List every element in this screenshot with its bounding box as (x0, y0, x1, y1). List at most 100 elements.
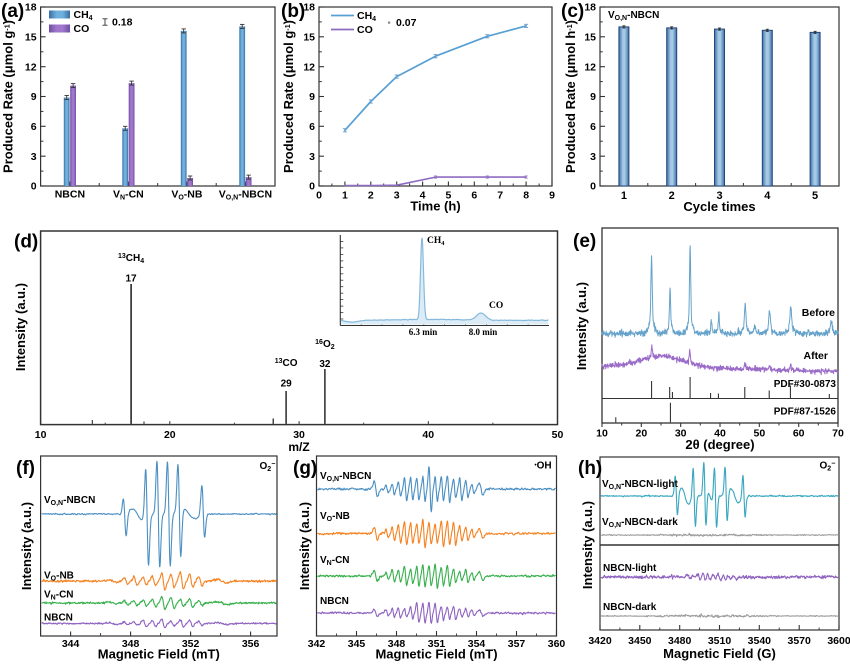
svg-text:0.07: 0.07 (396, 17, 417, 29)
svg-text:9: 9 (31, 91, 37, 103)
svg-text:344: 344 (62, 638, 80, 650)
svg-text:0: 0 (316, 190, 322, 202)
svg-text:3480: 3480 (668, 635, 692, 647)
svg-text:6: 6 (590, 121, 596, 133)
svg-text:15: 15 (25, 32, 37, 44)
svg-text:20: 20 (164, 429, 176, 441)
svg-text:10: 10 (35, 429, 47, 441)
svg-text:(g): (g) (293, 458, 317, 479)
svg-text:4: 4 (764, 190, 771, 202)
svg-text:CH4: CH4 (427, 236, 445, 247)
svg-text:13CH4: 13CH4 (118, 253, 144, 265)
svg-text:20: 20 (635, 428, 647, 440)
svg-text:Cycle times: Cycle times (683, 199, 755, 214)
svg-text:32: 32 (319, 359, 331, 370)
svg-text:3510: 3510 (708, 635, 732, 647)
svg-text:VN-CN: VN-CN (320, 555, 350, 567)
svg-text:VO,N-NBCN: VO,N-NBCN (44, 495, 95, 507)
svg-text:3: 3 (394, 190, 400, 202)
svg-text:5: 5 (446, 190, 452, 202)
svg-text:•OH: •OH (535, 461, 552, 472)
svg-text:Intensity (a.u.): Intensity (a.u.) (297, 502, 312, 590)
svg-text:2: 2 (368, 190, 374, 202)
svg-text:15: 15 (584, 32, 596, 44)
svg-text:(d): (d) (14, 232, 38, 253)
svg-text:18: 18 (303, 2, 315, 14)
svg-text:352: 352 (182, 638, 200, 650)
svg-text:Intensity (a.u.): Intensity (a.u.) (13, 283, 28, 371)
svg-text:3600: 3600 (827, 635, 850, 647)
svg-text:(c): (c) (561, 1, 584, 22)
svg-text:50: 50 (552, 429, 564, 441)
svg-text:CH4: CH4 (357, 10, 376, 23)
svg-text:VO,N-NBCN-dark: VO,N-NBCN-dark (602, 517, 678, 529)
svg-text:345: 345 (348, 638, 366, 650)
svg-text:After: After (803, 350, 828, 362)
svg-text:348: 348 (388, 638, 406, 650)
svg-text:CH4: CH4 (74, 9, 93, 22)
svg-text:NBCN: NBCN (55, 189, 85, 201)
svg-text:Produced Rate (μmol h-1): Produced Rate (μmol h-1) (563, 20, 578, 173)
svg-text:Time (h): Time (h) (410, 199, 460, 214)
svg-text:6: 6 (471, 190, 477, 202)
svg-text:VO,N-NBCN: VO,N-NBCN (320, 471, 371, 483)
svg-text:2θ (degree): 2θ (degree) (685, 437, 754, 452)
svg-text:Magnetic Field (mT): Magnetic Field (mT) (375, 647, 497, 662)
svg-text:Intensity (a.u.): Intensity (a.u.) (574, 282, 589, 370)
svg-text:8: 8 (523, 190, 529, 202)
svg-text:13CO: 13CO (275, 358, 298, 369)
svg-text:10: 10 (596, 428, 608, 440)
svg-text:0.18: 0.18 (112, 17, 133, 29)
svg-text:VO-NB: VO-NB (44, 571, 74, 583)
svg-text:18: 18 (25, 2, 37, 14)
svg-text:(f): (f) (16, 458, 35, 479)
svg-text:3: 3 (31, 151, 37, 163)
svg-text:12: 12 (25, 61, 37, 73)
svg-text:3450: 3450 (628, 635, 652, 647)
svg-text:O2−: O2− (820, 461, 836, 473)
svg-text:PDF#30-0873: PDF#30-0873 (774, 379, 837, 390)
svg-text:(e): (e) (573, 231, 596, 252)
svg-text:356: 356 (242, 638, 260, 650)
svg-text:50: 50 (753, 428, 765, 440)
svg-text:342: 342 (308, 638, 326, 650)
svg-text:7: 7 (497, 190, 503, 202)
svg-text:3540: 3540 (748, 635, 772, 647)
svg-text:m/Z: m/Z (288, 440, 309, 454)
svg-text:357: 357 (508, 638, 526, 650)
svg-text:CO: CO (489, 301, 503, 311)
svg-text:NBCN: NBCN (44, 613, 73, 624)
svg-text:60: 60 (793, 428, 805, 440)
svg-text:Produced Rate (μmol g-1): Produced Rate (μmol g-1) (281, 20, 296, 173)
svg-text:6.3 min: 6.3 min (409, 327, 438, 337)
svg-text:30: 30 (293, 429, 305, 441)
svg-text:Intensity (a.u.): Intensity (a.u.) (19, 502, 34, 590)
svg-text:30: 30 (675, 428, 687, 440)
svg-text:(h): (h) (578, 458, 602, 479)
svg-text:1: 1 (342, 190, 348, 202)
svg-text:VO-NB: VO-NB (320, 511, 350, 523)
svg-text:(a): (a) (1, 1, 24, 22)
svg-text:3570: 3570 (787, 635, 811, 647)
svg-text:9: 9 (590, 91, 596, 103)
svg-text:15: 15 (303, 32, 315, 44)
svg-text:12: 12 (303, 61, 315, 73)
svg-text:1: 1 (621, 190, 627, 202)
svg-text:Magnetic Field (mT): Magnetic Field (mT) (98, 647, 220, 662)
svg-text:29: 29 (281, 379, 293, 390)
svg-text:351: 351 (428, 638, 446, 650)
svg-text:3: 3 (716, 190, 722, 202)
svg-text:9: 9 (309, 91, 315, 103)
svg-text:17: 17 (125, 274, 137, 285)
svg-text:8.0 min: 8.0 min (469, 327, 498, 337)
svg-text:16O2: 16O2 (315, 339, 335, 351)
svg-text:CO: CO (357, 24, 373, 36)
svg-text:VO,N-NBCN: VO,N-NBCN (608, 10, 659, 22)
svg-text:O2−: O2− (260, 461, 276, 473)
svg-text:9: 9 (549, 190, 555, 202)
svg-text:6: 6 (31, 121, 37, 133)
svg-text:VO-NB: VO-NB (171, 189, 203, 202)
svg-text:Magnetic Field (G): Magnetic Field (G) (663, 646, 776, 661)
svg-text:0: 0 (590, 181, 596, 193)
svg-text:3: 3 (309, 151, 315, 163)
